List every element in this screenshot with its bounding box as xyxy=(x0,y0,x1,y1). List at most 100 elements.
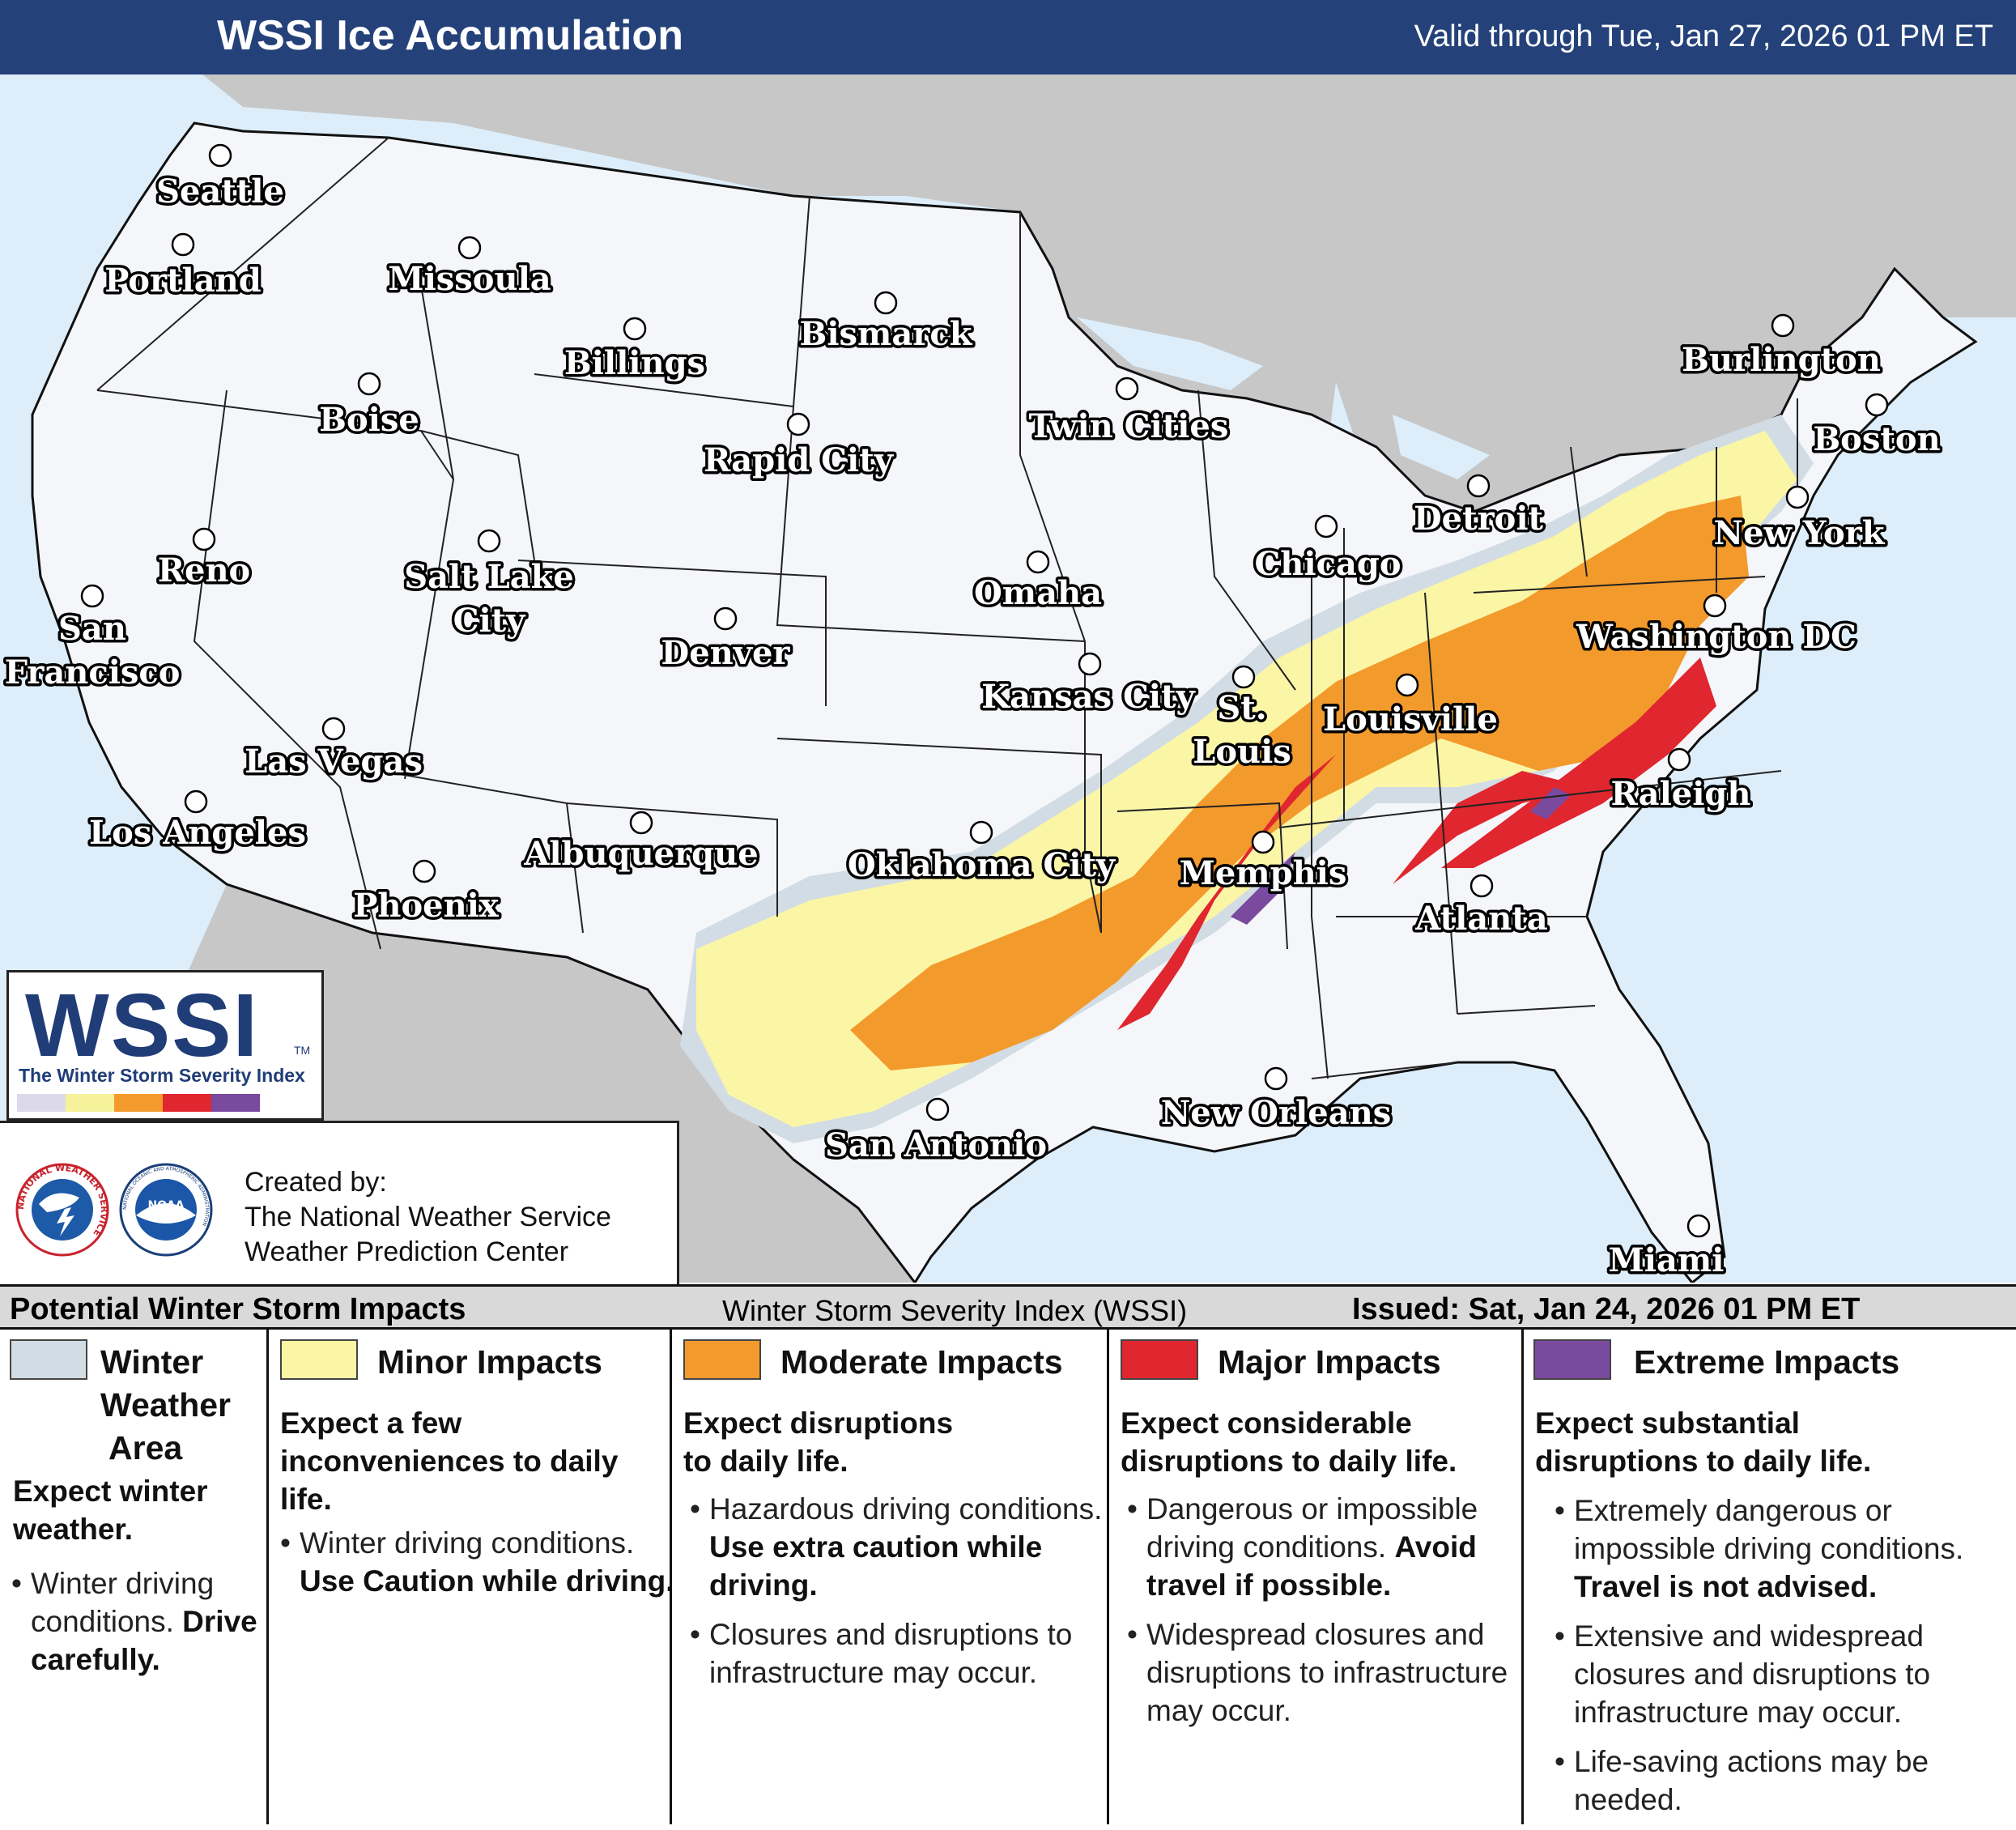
city-label-phoenix: Phoenix xyxy=(353,887,500,925)
city-label-omaha: Omaha xyxy=(974,574,1102,612)
city-label-las-vegas: Las Vegas xyxy=(245,743,423,781)
city-label-city: City xyxy=(453,602,527,640)
legend-name-winter: Winter Weather Area xyxy=(0,1341,269,1470)
legend-column-major: Major Impacts Expect considerable disrup… xyxy=(1109,1330,1524,1824)
city-dot-billings[interactable] xyxy=(623,317,647,341)
legend-swatch-extreme xyxy=(1533,1339,1611,1380)
legend-summary-line: Expect disruptions xyxy=(683,1407,954,1440)
legend-name-line: Winter xyxy=(100,1343,204,1381)
header-bar: WSSI Ice Accumulation Valid through Tue,… xyxy=(0,0,2016,74)
city-dot-oklahoma-city[interactable] xyxy=(969,820,993,845)
city-label-washington-dc: Washington DC xyxy=(1576,618,1857,656)
legend-name-line: Area xyxy=(108,1429,183,1466)
legend-bullet-text: Extensive and widespread closures and di… xyxy=(1574,1619,1931,1729)
credit-line-created-by: Created by: xyxy=(245,1167,387,1198)
city-dot-burlington[interactable] xyxy=(1771,313,1795,338)
city-dot-las-vegas[interactable] xyxy=(321,717,346,741)
city-label-bismarck: Bismarck xyxy=(800,315,973,353)
legend-column-extreme: Extreme Impacts Expect substantial disru… xyxy=(1524,1330,2016,1824)
city-dot-denver[interactable] xyxy=(713,606,738,631)
legend-summary-line: Expect substantial xyxy=(1535,1407,1800,1440)
city-dot-salt-lake-city[interactable] xyxy=(477,529,501,553)
legend-summary-moderate: Expect disruptions to daily life. xyxy=(683,1404,953,1480)
city-dot-albuquerque[interactable] xyxy=(629,811,653,835)
city-dot-san-francisco[interactable] xyxy=(80,584,104,608)
legend-bullet: Closures and disruptions to infrastructu… xyxy=(690,1615,1114,1692)
city-dot-atlanta[interactable] xyxy=(1469,874,1494,898)
city-dot-raleigh[interactable] xyxy=(1667,747,1691,772)
extreme-impacts-zone xyxy=(1231,852,1295,925)
city-dot-new-orleans[interactable] xyxy=(1264,1066,1288,1091)
city-dot-miami[interactable] xyxy=(1686,1214,1711,1238)
city-dot-omaha[interactable] xyxy=(1026,550,1050,574)
city-dot-louisville[interactable] xyxy=(1395,673,1419,697)
wssi-wordmark: WSSI xyxy=(25,976,260,1075)
city-dot-boise[interactable] xyxy=(357,372,381,396)
city-dot-st-louis[interactable] xyxy=(1231,665,1256,689)
city-dot-rapid-city[interactable] xyxy=(786,412,810,436)
legend-index-name: Winter Storm Severity Index (WSSI) xyxy=(722,1294,1188,1327)
city-dot-phoenix[interactable] xyxy=(412,859,436,883)
legend-bullets-moderate: Hazardous driving conditions. Use extra … xyxy=(690,1490,1114,1703)
legend-swatch-winter xyxy=(10,1339,87,1380)
city-dot-kansas-city[interactable] xyxy=(1078,652,1102,676)
legend-bullet-bold: Use extra caution while driving. xyxy=(709,1530,1043,1602)
legend-bullet: Extensive and widespread closures and di… xyxy=(1555,1617,2016,1731)
legend-bullet-text: Winter driving conditions. xyxy=(31,1567,215,1638)
legend-bullet: Life-saving actions may be needed. xyxy=(1555,1743,2016,1819)
map-panel[interactable]: Seattle Portland Missoula Billings Bisma… xyxy=(0,74,2016,1283)
legend-bullets-winter: Winter driving conditions. Drive careful… xyxy=(11,1564,279,1690)
legend-bullet-text: Widespread closures and disruptions to i… xyxy=(1146,1618,1508,1727)
legend-summary-line: weather. xyxy=(13,1513,134,1546)
city-dot-boston[interactable] xyxy=(1865,393,1889,417)
legend-bullet-text: Winter driving conditions. xyxy=(300,1526,635,1560)
city-dot-missoula[interactable] xyxy=(457,236,482,260)
city-dot-san-antonio[interactable] xyxy=(925,1097,950,1121)
city-dot-bismarck[interactable] xyxy=(874,291,898,315)
city-label-reno: Reno xyxy=(158,551,250,589)
credit-panel: NATIONAL WEATHER SERVICE NOAA NATIONAL O… xyxy=(0,1121,679,1287)
city-dot-reno[interactable] xyxy=(192,527,216,551)
city-label-twin-cities: Twin Cities xyxy=(1029,407,1229,445)
city-label-burlington: Burlington xyxy=(1682,341,1881,379)
legend-title: Potential Winter Storm Impacts xyxy=(10,1292,466,1326)
legend-name-major: Major Impacts xyxy=(1218,1343,1441,1381)
city-label-oklahoma-city: Oklahoma City xyxy=(848,846,1116,884)
city-label-billings: Billings xyxy=(564,344,705,382)
city-dot-memphis[interactable] xyxy=(1251,830,1275,854)
city-dot-los-angeles[interactable] xyxy=(184,789,208,814)
major-impacts-zone-west xyxy=(1117,755,1336,1030)
city-label-chicago: Chicago xyxy=(1254,545,1401,583)
city-dot-twin-cities[interactable] xyxy=(1115,377,1139,401)
city-label-los-angeles: Los Angeles xyxy=(89,814,306,852)
city-markers: Seattle Portland Missoula Billings Bisma… xyxy=(2,143,1943,1283)
city-label-kansas-city: Kansas City xyxy=(981,678,1196,716)
scale-swatch-minor xyxy=(66,1094,114,1112)
city-dot-seattle[interactable] xyxy=(208,143,232,168)
map-svg[interactable]: Seattle Portland Missoula Billings Bisma… xyxy=(0,74,2016,1283)
legend-summary-major: Expect considerable disruptions to daily… xyxy=(1121,1404,1457,1480)
scale-swatch-winter xyxy=(17,1094,66,1112)
city-label-st: St. xyxy=(1217,689,1266,727)
city-dot-portland[interactable] xyxy=(171,232,195,257)
city-dot-new-york[interactable] xyxy=(1785,485,1810,509)
city-dot-detroit[interactable] xyxy=(1466,474,1491,498)
scale-swatch-major xyxy=(163,1094,211,1112)
credit-line-nws: The National Weather Service xyxy=(245,1202,611,1232)
legend-name-minor: Minor Impacts xyxy=(377,1343,602,1381)
state-boundaries xyxy=(96,137,1798,1079)
lake-superior xyxy=(1077,317,1263,390)
legend-summary-line: Expect winter xyxy=(13,1475,208,1508)
city-label-san: San xyxy=(58,610,126,648)
city-dot-chicago[interactable] xyxy=(1314,514,1338,538)
legend-summary-line: inconveniences to daily xyxy=(280,1445,619,1478)
legend-summary-winter: Expect winter weather. xyxy=(13,1472,208,1548)
city-label-raleigh: Raleigh xyxy=(1611,775,1751,813)
city-dot-washington-dc[interactable] xyxy=(1703,594,1727,618)
credit-line-wpc: Weather Prediction Center xyxy=(245,1236,569,1267)
legend-bullet: Hazardous driving conditions. Use extra … xyxy=(690,1490,1114,1604)
legend-summary-extreme: Expect substantial disruptions to daily … xyxy=(1535,1404,1871,1480)
us-land xyxy=(31,121,1978,1283)
wssi-subtitle: The Winter Storm Severity Index xyxy=(19,1065,305,1086)
legend-bullet: Winter driving conditions. Use Caution w… xyxy=(280,1524,680,1600)
